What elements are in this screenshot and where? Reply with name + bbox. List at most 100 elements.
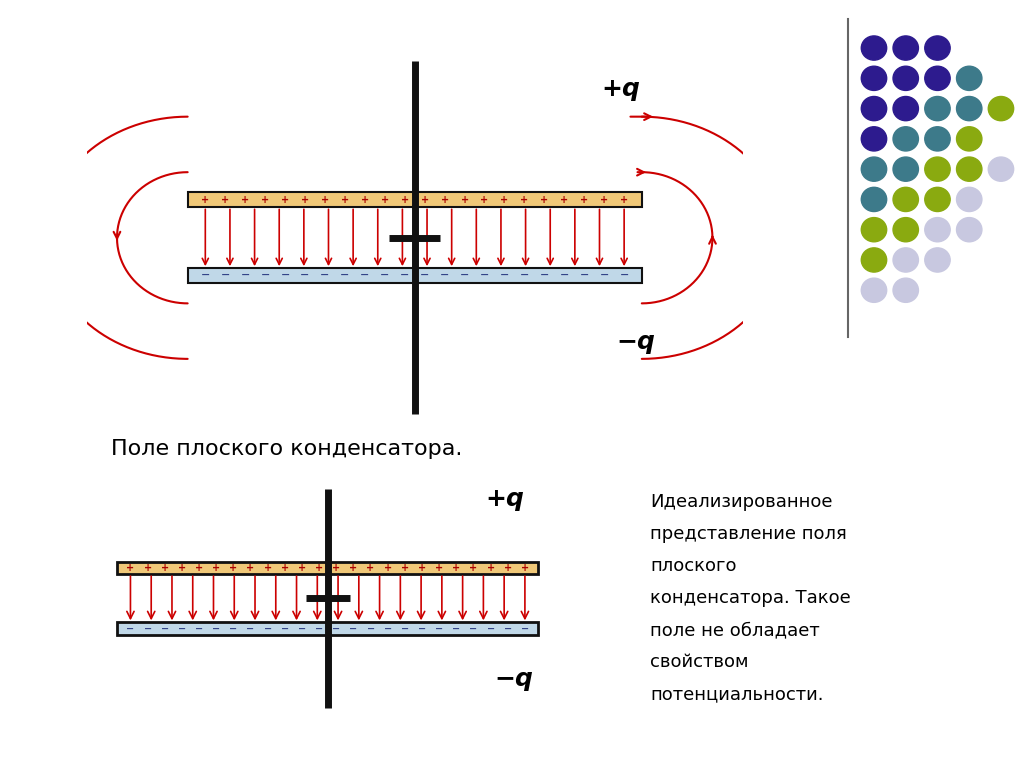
- Text: +: +: [461, 196, 469, 206]
- Text: +: +: [195, 563, 203, 573]
- Circle shape: [925, 187, 950, 212]
- Text: −: −: [281, 624, 289, 634]
- Circle shape: [925, 127, 950, 151]
- Text: −: −: [486, 624, 495, 634]
- Circle shape: [893, 36, 919, 60]
- Text: +: +: [541, 196, 549, 206]
- Text: +: +: [520, 196, 528, 206]
- Text: −: −: [420, 270, 429, 280]
- Text: −: −: [212, 624, 220, 634]
- Text: +: +: [281, 196, 289, 206]
- Text: +: +: [381, 196, 389, 206]
- Text: −: −: [161, 624, 169, 634]
- Text: −: −: [195, 624, 203, 634]
- Text: −: −: [247, 624, 255, 634]
- Text: −: −: [201, 270, 210, 280]
- Text: +: +: [504, 563, 512, 573]
- Text: −: −: [418, 624, 426, 634]
- Circle shape: [925, 218, 950, 242]
- Circle shape: [956, 157, 982, 181]
- Text: −: −: [220, 270, 230, 280]
- Text: +: +: [298, 563, 306, 573]
- Text: −q: −q: [495, 667, 534, 691]
- Text: +: +: [202, 196, 209, 206]
- Text: +: +: [421, 196, 429, 206]
- Circle shape: [893, 218, 919, 242]
- Text: −: −: [400, 270, 410, 280]
- Text: −: −: [281, 270, 290, 280]
- Text: +: +: [469, 563, 477, 573]
- Text: −: −: [300, 270, 309, 280]
- Circle shape: [956, 97, 982, 120]
- Text: +: +: [581, 196, 589, 206]
- Text: +: +: [247, 563, 255, 573]
- Text: +: +: [440, 196, 449, 206]
- Text: +: +: [263, 563, 271, 573]
- Text: −: −: [360, 270, 370, 280]
- Circle shape: [861, 278, 887, 302]
- Text: +: +: [560, 196, 568, 206]
- Circle shape: [925, 157, 950, 181]
- Circle shape: [893, 248, 919, 272]
- Text: −: −: [480, 270, 489, 280]
- Text: −: −: [440, 270, 450, 280]
- Text: −: −: [241, 270, 250, 280]
- Text: +: +: [212, 563, 220, 573]
- Text: +: +: [486, 563, 495, 573]
- Circle shape: [861, 218, 887, 242]
- Circle shape: [861, 66, 887, 91]
- Bar: [187, 193, 642, 208]
- Text: −: −: [260, 270, 270, 280]
- Text: +: +: [221, 196, 229, 206]
- Text: −: −: [380, 270, 389, 280]
- Text: +: +: [178, 563, 186, 573]
- Circle shape: [893, 278, 919, 302]
- Text: +: +: [261, 196, 269, 206]
- Text: −: −: [559, 270, 569, 280]
- Circle shape: [861, 36, 887, 60]
- Text: +: +: [315, 563, 324, 573]
- Text: −: −: [469, 624, 477, 634]
- Circle shape: [956, 187, 982, 212]
- Text: +: +: [453, 563, 461, 573]
- Text: −: −: [599, 270, 609, 280]
- Text: +q: +q: [485, 487, 524, 512]
- Circle shape: [861, 248, 887, 272]
- Text: −: −: [580, 270, 589, 280]
- Text: +: +: [600, 196, 608, 206]
- Circle shape: [861, 187, 887, 212]
- Text: −: −: [349, 624, 357, 634]
- Text: +: +: [384, 563, 392, 573]
- Text: −: −: [367, 624, 375, 634]
- Text: +: +: [501, 196, 509, 206]
- Text: −: −: [620, 270, 629, 280]
- Text: +: +: [480, 196, 488, 206]
- Circle shape: [925, 248, 950, 272]
- Text: −: −: [298, 624, 306, 634]
- Text: −q: −q: [616, 330, 655, 354]
- Text: +: +: [332, 563, 340, 573]
- Text: +: +: [161, 563, 169, 573]
- Bar: [118, 562, 538, 574]
- Text: −: −: [400, 624, 409, 634]
- Text: +: +: [301, 196, 309, 206]
- Text: −: −: [143, 624, 152, 634]
- Text: −: −: [384, 624, 392, 634]
- Text: +: +: [418, 563, 426, 573]
- Text: −: −: [178, 624, 186, 634]
- Circle shape: [925, 66, 950, 91]
- Circle shape: [956, 127, 982, 151]
- Text: +: +: [126, 563, 134, 573]
- Text: −: −: [520, 270, 529, 280]
- Text: −: −: [321, 270, 330, 280]
- Text: +q: +q: [601, 77, 640, 101]
- Text: +: +: [321, 196, 329, 206]
- Circle shape: [925, 97, 950, 120]
- Text: +: +: [367, 563, 375, 573]
- Circle shape: [861, 157, 887, 181]
- Text: +: +: [349, 563, 357, 573]
- Text: −: −: [315, 624, 324, 634]
- Text: +: +: [400, 196, 409, 206]
- Circle shape: [893, 187, 919, 212]
- Text: −: −: [504, 624, 512, 634]
